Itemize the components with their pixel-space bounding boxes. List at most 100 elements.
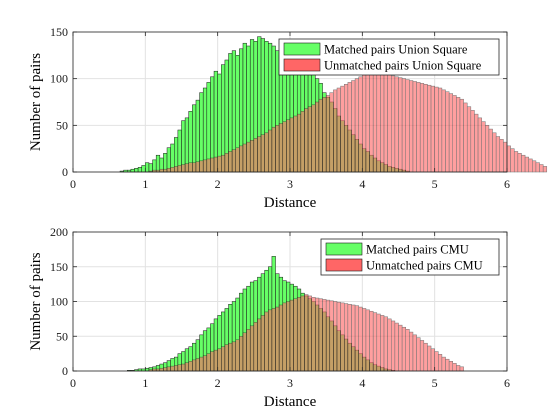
histogram-bar bbox=[242, 143, 247, 173]
histogram-bar bbox=[542, 166, 548, 173]
histogram-bar bbox=[347, 304, 352, 372]
histogram-bar bbox=[452, 95, 457, 173]
histogram-bar bbox=[539, 164, 544, 173]
histogram-bar bbox=[405, 79, 410, 173]
histogram-bar bbox=[206, 353, 211, 372]
y-tick-label: 100 bbox=[50, 72, 68, 86]
histogram-bar bbox=[452, 363, 457, 372]
histogram-bar bbox=[307, 106, 312, 173]
histogram-bar bbox=[333, 301, 338, 372]
legend-entry: Unmatched pairs CMU bbox=[366, 259, 483, 273]
histogram-bar bbox=[427, 84, 432, 173]
legend-swatch bbox=[283, 58, 321, 72]
histogram-bar bbox=[289, 117, 294, 173]
histogram-bar bbox=[503, 141, 508, 173]
histogram-bar bbox=[264, 311, 269, 372]
x-tick-label: 5 bbox=[432, 376, 438, 390]
histogram-bar bbox=[391, 75, 396, 173]
histogram-bar bbox=[405, 329, 410, 372]
histogram-bar bbox=[401, 326, 406, 372]
histogram-bar bbox=[463, 102, 468, 173]
histogram-bar bbox=[231, 149, 237, 173]
histogram-bar bbox=[300, 111, 305, 173]
histogram-bar bbox=[376, 313, 381, 372]
histogram-bar bbox=[376, 70, 381, 173]
histogram-bar bbox=[264, 132, 269, 173]
histogram-bar bbox=[195, 358, 200, 372]
chart-panel-1: 0 1 2 3 4 5 6 0 50 100 150 Distance Number of pairs M… bbox=[28, 25, 548, 211]
histogram-bar bbox=[188, 361, 193, 372]
histogram-bar bbox=[213, 156, 218, 173]
x-tick-label: 4 bbox=[359, 177, 365, 191]
legend: Matched pairs CMU Unmatched pairs CMU bbox=[320, 238, 500, 276]
histogram-bar bbox=[401, 78, 406, 173]
histogram-bar bbox=[315, 101, 320, 173]
histogram-bar bbox=[517, 153, 522, 173]
x-tick-label: 0 bbox=[70, 376, 76, 390]
histogram-bar bbox=[278, 304, 284, 372]
histogram-bar bbox=[253, 322, 258, 372]
histogram-bar bbox=[202, 355, 208, 372]
histogram-bar bbox=[296, 113, 302, 173]
y-tick-label: 0 bbox=[62, 364, 68, 378]
histogram-bar bbox=[221, 346, 226, 372]
legend-swatch bbox=[325, 258, 363, 272]
y-axis-label: Number of pairs bbox=[28, 53, 44, 151]
histogram-bar bbox=[492, 132, 497, 173]
histogram-bar bbox=[210, 76, 215, 173]
histogram-bar bbox=[235, 147, 240, 173]
histogram-bar bbox=[228, 342, 233, 372]
histogram-bar bbox=[380, 315, 385, 372]
histogram-bar bbox=[181, 164, 186, 173]
histogram-bar bbox=[268, 129, 273, 173]
histogram-bar bbox=[311, 297, 316, 372]
y-tick-label: 0 bbox=[62, 165, 68, 179]
histogram-bar bbox=[177, 165, 182, 173]
histogram-bar bbox=[481, 121, 486, 173]
histogram-bar bbox=[441, 356, 446, 372]
histogram-bar bbox=[184, 163, 189, 173]
histogram-bar bbox=[441, 89, 446, 173]
histogram-bar bbox=[170, 365, 175, 372]
histogram-bar bbox=[318, 98, 323, 173]
histogram-bar bbox=[391, 320, 396, 372]
x-tick-label: 1 bbox=[142, 177, 148, 191]
histogram-bar bbox=[448, 361, 454, 372]
legend-entry: Unmatched pairs Union Square bbox=[324, 59, 482, 73]
histogram-bar bbox=[344, 303, 349, 372]
histogram-bar bbox=[409, 80, 414, 173]
histogram-bar bbox=[380, 72, 385, 173]
histogram-bar bbox=[340, 302, 345, 372]
histogram-bar bbox=[184, 362, 189, 372]
histogram-bar bbox=[394, 322, 399, 372]
histogram-bar bbox=[409, 331, 414, 372]
histogram-bar bbox=[307, 295, 312, 372]
histogram-bar bbox=[358, 306, 363, 372]
histogram-bar bbox=[174, 166, 179, 173]
histogram-bar bbox=[412, 81, 417, 173]
histogram-bar bbox=[166, 168, 171, 173]
histogram-bar bbox=[340, 85, 345, 173]
x-tick-label: 0 bbox=[70, 177, 76, 191]
histogram-bar bbox=[177, 364, 182, 372]
histogram-bar bbox=[224, 344, 229, 372]
histogram-bar bbox=[369, 70, 374, 173]
histogram-bar bbox=[282, 121, 287, 173]
histogram-bar bbox=[322, 97, 327, 173]
histogram-bar bbox=[268, 309, 273, 372]
legend: Matched pairs Union Square Unmatched pair… bbox=[278, 38, 500, 76]
histogram-bar bbox=[235, 339, 240, 372]
histogram-bar bbox=[477, 117, 482, 173]
chart-panel-2: 0 1 2 3 4 5 6 0 50 100 150 200 Distance Number of pai… bbox=[28, 225, 510, 410]
histogram-bar bbox=[474, 113, 479, 173]
series-unmatched bbox=[148, 69, 548, 173]
histogram-bar bbox=[445, 91, 450, 173]
histogram-bar bbox=[148, 163, 153, 173]
histogram-bar bbox=[210, 351, 215, 372]
histogram-bar bbox=[365, 72, 370, 173]
histogram-bar bbox=[470, 110, 475, 173]
y-tick-label: 100 bbox=[50, 295, 68, 309]
x-tick-label: 2 bbox=[215, 376, 221, 390]
histogram-bar bbox=[423, 84, 428, 173]
x-axis-label: Distance bbox=[264, 394, 317, 410]
